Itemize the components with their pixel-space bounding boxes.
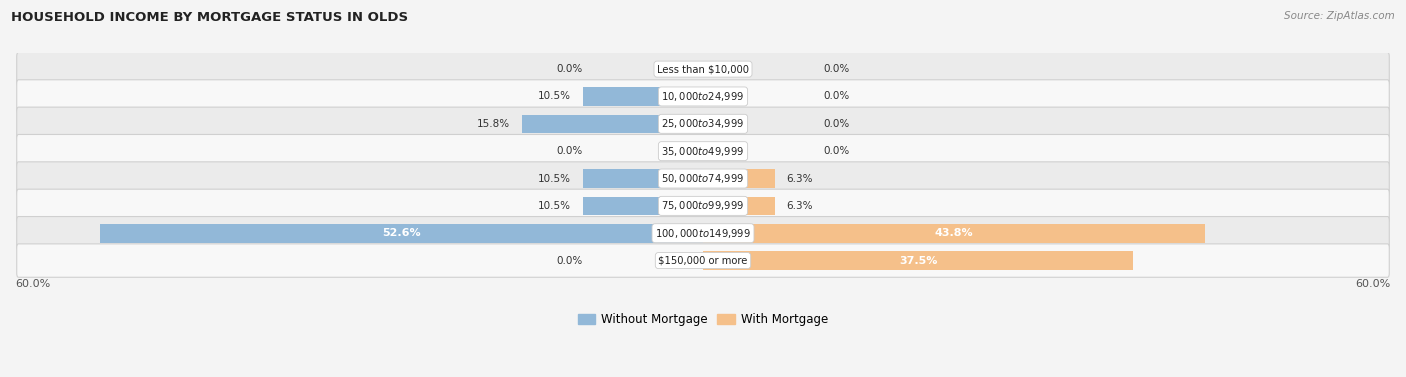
Bar [522, 115, 703, 133]
Bar [703, 169, 775, 188]
FancyBboxPatch shape [17, 189, 1389, 222]
Text: 10.5%: 10.5% [538, 201, 571, 211]
Text: 0.0%: 0.0% [824, 92, 849, 101]
FancyBboxPatch shape [17, 80, 1389, 113]
Text: $50,000 to $74,999: $50,000 to $74,999 [661, 172, 745, 185]
Text: 60.0%: 60.0% [1355, 279, 1391, 289]
Bar [703, 251, 1133, 270]
Text: $150,000 or more: $150,000 or more [658, 256, 748, 265]
FancyBboxPatch shape [17, 135, 1389, 168]
Text: 6.3%: 6.3% [787, 173, 813, 184]
Text: 0.0%: 0.0% [824, 146, 849, 156]
Legend: Without Mortgage, With Mortgage: Without Mortgage, With Mortgage [574, 308, 832, 330]
Text: 15.8%: 15.8% [477, 119, 510, 129]
Text: 0.0%: 0.0% [557, 256, 582, 265]
Text: 0.0%: 0.0% [824, 119, 849, 129]
Text: 0.0%: 0.0% [557, 64, 582, 74]
Text: $100,000 to $149,999: $100,000 to $149,999 [655, 227, 751, 240]
FancyBboxPatch shape [17, 162, 1389, 195]
Text: 10.5%: 10.5% [538, 92, 571, 101]
FancyBboxPatch shape [17, 216, 1389, 250]
Text: $75,000 to $99,999: $75,000 to $99,999 [661, 199, 745, 212]
Text: $35,000 to $49,999: $35,000 to $49,999 [661, 145, 745, 158]
Text: $25,000 to $34,999: $25,000 to $34,999 [661, 117, 745, 130]
Text: 6.3%: 6.3% [787, 201, 813, 211]
Bar [582, 87, 703, 106]
Text: HOUSEHOLD INCOME BY MORTGAGE STATUS IN OLDS: HOUSEHOLD INCOME BY MORTGAGE STATUS IN O… [11, 11, 408, 24]
Text: 37.5%: 37.5% [898, 256, 938, 265]
Text: 60.0%: 60.0% [15, 279, 51, 289]
Text: Source: ZipAtlas.com: Source: ZipAtlas.com [1284, 11, 1395, 21]
FancyBboxPatch shape [17, 52, 1389, 86]
Text: 0.0%: 0.0% [557, 146, 582, 156]
Text: Less than $10,000: Less than $10,000 [657, 64, 749, 74]
Text: 43.8%: 43.8% [935, 228, 973, 238]
FancyBboxPatch shape [17, 107, 1389, 141]
Bar [582, 196, 703, 215]
Bar [703, 224, 1205, 242]
Text: $10,000 to $24,999: $10,000 to $24,999 [661, 90, 745, 103]
Text: 10.5%: 10.5% [538, 173, 571, 184]
Bar [582, 169, 703, 188]
Text: 0.0%: 0.0% [824, 64, 849, 74]
Bar [703, 196, 775, 215]
Text: 52.6%: 52.6% [382, 228, 420, 238]
FancyBboxPatch shape [17, 244, 1389, 277]
Bar [100, 224, 703, 242]
